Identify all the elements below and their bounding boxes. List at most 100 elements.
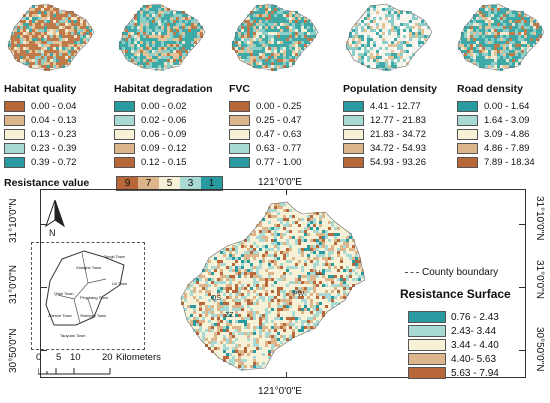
legend-item: 0.02 - 0.06	[114, 113, 186, 127]
legend-habitat-degradation: 0.00 - 0.02 0.02 - 0.06 0.06 - 0.09 0.09…	[114, 99, 186, 169]
legend-swatch	[4, 114, 25, 126]
legend-swatch	[343, 142, 364, 154]
legend-label: 0.39 - 0.72	[31, 156, 77, 168]
inset-town-label: Pingwang Town	[80, 295, 108, 300]
legend-swatch	[4, 156, 25, 168]
resistance-value-label: 5	[166, 178, 173, 189]
legend-label: 4.41 - 12.77	[370, 100, 421, 112]
legend-item: 1.64 - 3.09	[457, 113, 535, 127]
left-latitude-label: 30°50'0"N	[8, 328, 19, 374]
legend-item: 4.86 - 7.89	[457, 141, 535, 155]
resistance-value-swatch: 5	[159, 177, 180, 190]
resistance-value-label: 7	[145, 178, 152, 189]
legend-label: 0.25 - 0.47	[256, 114, 302, 126]
top-longitude-label: 121°0'0"E	[258, 177, 302, 188]
top-longitude-tick	[286, 189, 287, 195]
resistance-surface-title: Resistance Surface	[400, 287, 511, 301]
legend-swatch	[408, 339, 446, 351]
legend-habitat-quality: 0.00 - 0.04 0.04 - 0.13 0.13 - 0.23 0.23…	[4, 99, 76, 169]
bottom-longitude-label: 121°0'0"E	[258, 386, 302, 397]
legend-label: 34.72 - 54.93	[370, 142, 426, 154]
resistance-surface-map: LL PW QS ZZ	[175, 200, 375, 378]
inset-town-label: Qishi Town	[54, 291, 74, 296]
resistance-value-label: 1	[208, 178, 215, 189]
legend-swatch	[229, 100, 250, 112]
resistance-value-swatch: 9	[117, 177, 138, 190]
legend-label: 0.23 - 0.39	[31, 142, 77, 154]
legend-label: 3.09 - 4.86	[484, 128, 530, 140]
road-density-map	[452, 2, 548, 72]
right-latitude-label: 31°0'0"N	[534, 260, 545, 299]
legend-title-road-density: Road density	[457, 83, 523, 95]
legend-item: 34.72 - 54.93	[343, 141, 426, 155]
inset-town-label: Lili Town	[112, 281, 128, 286]
left-latitude-label: 31°0'0"N	[8, 265, 19, 304]
legend-item: 0.39 - 0.72	[4, 155, 76, 169]
map-town-label-pw: PW	[293, 291, 305, 298]
inset-town-label: Tongli Town	[104, 254, 125, 259]
legend-swatch	[408, 325, 446, 337]
legend-title-population-density: Population density	[343, 83, 437, 95]
resistance-value-bar: 9 7 5 3 1	[116, 176, 223, 191]
left-latitude-label: 31°10'0"N	[8, 198, 19, 244]
resistance-surface-legend: 0.76 - 2.43 2.43- 3.44 3.44 - 4.40 4.40-…	[408, 310, 499, 380]
legend-label: 0.00 - 1.64	[484, 100, 530, 112]
legend-label: 2.43- 3.44	[451, 325, 497, 337]
legend-label: 0.04 - 0.13	[31, 114, 77, 126]
legend-label: 0.00 - 0.04	[31, 100, 77, 112]
legend-swatch	[114, 100, 135, 112]
legend-label: 3.44 - 4.40	[451, 339, 499, 351]
legend-item: 54.93 - 93.26	[343, 155, 426, 169]
inset-town-label: Zhenze Town	[48, 313, 72, 318]
legend-swatch	[343, 100, 364, 112]
legend-label: 0.77 - 1.00	[256, 156, 302, 168]
resistance-value-label: 9	[124, 178, 131, 189]
legend-label: 4.86 - 7.89	[484, 142, 530, 154]
inset-town-label: Shengze Town	[80, 313, 107, 318]
legend-label: 0.76 - 2.43	[451, 311, 499, 323]
resistance-value-label: 3	[187, 178, 194, 189]
legend-label: 0.13 - 0.23	[31, 128, 77, 140]
scale-tick-label: 0	[36, 352, 42, 363]
lat-tick	[519, 350, 525, 351]
lat-tick	[41, 350, 47, 351]
legend-swatch	[408, 311, 446, 323]
legend-label: 5.63 - 7.94	[451, 367, 499, 379]
legend-item: 7.89 - 18.34	[457, 155, 535, 169]
county-boundary-legend: County boundary	[405, 267, 498, 278]
legend-road-density: 0.00 - 1.64 1.64 - 3.09 3.09 - 4.86 4.86…	[457, 99, 535, 169]
legend-item: 0.13 - 0.23	[4, 127, 76, 141]
inset-town-label: Xianghe Town	[76, 265, 102, 270]
legend-swatch	[114, 128, 135, 140]
legend-item: 5.63 - 7.94	[408, 366, 499, 380]
legend-title-habitat-quality: Habitat quality	[4, 83, 77, 95]
resistance-value-swatch: 1	[201, 177, 222, 190]
legend-swatch	[457, 100, 478, 112]
legend-label: 0.00 - 0.25	[256, 100, 302, 112]
resistance-value-title: Resistance value	[4, 177, 90, 189]
legend-swatch	[343, 128, 364, 140]
population-density-map	[340, 2, 436, 72]
legend-fvc: 0.00 - 0.25 0.25 - 0.47 0.47 - 0.63 0.63…	[229, 99, 301, 169]
north-label: N	[49, 228, 56, 238]
legend-item: 0.00 - 0.02	[114, 99, 186, 113]
legend-label: 0.02 - 0.06	[141, 114, 187, 126]
legend-item: 4.40- 5.63	[408, 352, 499, 366]
legend-item: 0.09 - 0.12	[114, 141, 186, 155]
legend-item: 0.47 - 0.63	[229, 127, 301, 141]
legend-item: 3.44 - 4.40	[408, 338, 499, 352]
inset-town-label: Taoyuan Town	[60, 333, 86, 338]
main-map-frame	[40, 189, 526, 378]
legend-swatch	[408, 367, 446, 379]
legend-swatch	[457, 114, 478, 126]
map-town-label-zz: ZZ	[225, 312, 234, 319]
legend-swatch	[457, 156, 478, 168]
legend-swatch	[4, 100, 25, 112]
scale-tick-label: 5	[56, 352, 62, 363]
legend-label: 12.77 - 21.83	[370, 114, 426, 126]
lat-tick	[519, 287, 525, 288]
legend-item: 0.63 - 0.77	[229, 141, 301, 155]
scale-unit-label: Kilometers	[116, 352, 161, 363]
legend-label: 4.40- 5.63	[451, 353, 497, 365]
legend-item: 0.06 - 0.09	[114, 127, 186, 141]
